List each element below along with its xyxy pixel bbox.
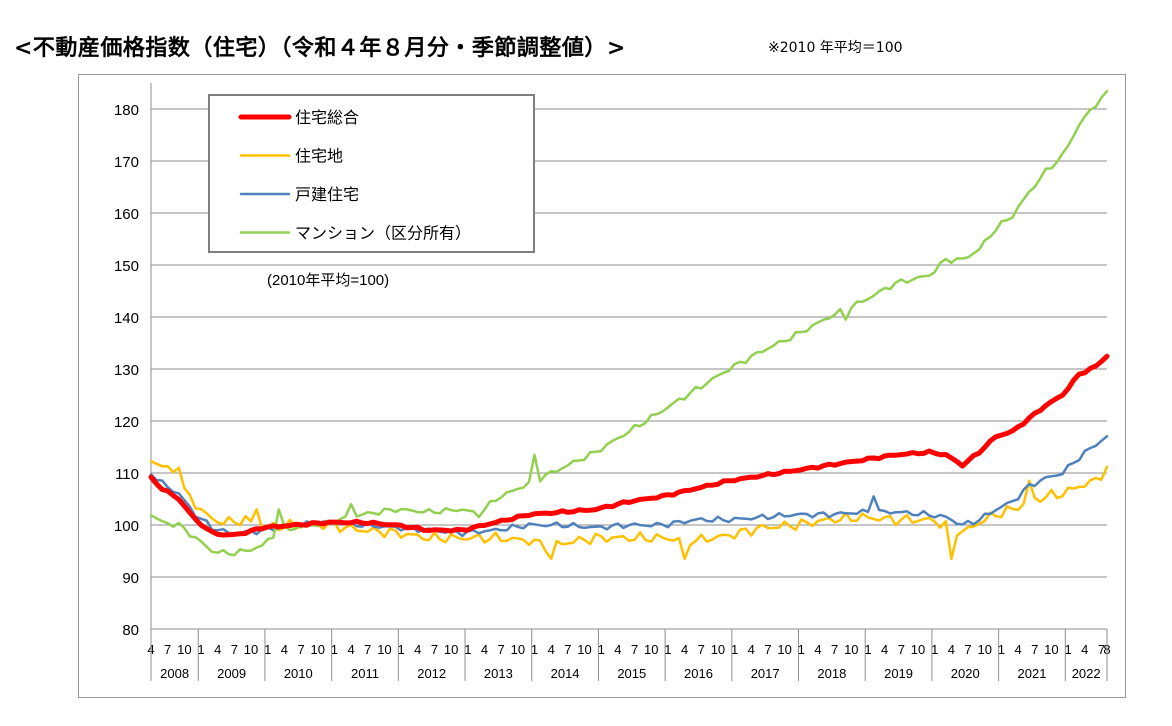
month-tick-label: 10 bbox=[311, 642, 325, 657]
month-tick-label: 10 bbox=[177, 642, 191, 657]
y-tick-label-90: 90 bbox=[122, 570, 139, 587]
y-tick-label-130: 130 bbox=[114, 362, 139, 379]
year-label-2022: 2022 bbox=[1072, 666, 1101, 681]
month-tick-label: 7 bbox=[498, 642, 505, 657]
month-tick-label: 4 bbox=[814, 642, 821, 657]
month-tick-label: 4 bbox=[414, 642, 421, 657]
month-tick-label: 10 bbox=[711, 642, 725, 657]
month-tick-label: 7 bbox=[364, 642, 371, 657]
month-tick-label: 1 bbox=[598, 642, 605, 657]
year-label-2010: 2010 bbox=[284, 666, 313, 681]
month-tick-label: 7 bbox=[831, 642, 838, 657]
month-tick-label: 1 bbox=[731, 642, 738, 657]
month-tick-label: 4 bbox=[1014, 642, 1021, 657]
month-tick-label: 7 bbox=[631, 642, 638, 657]
month-tick-label: 7 bbox=[564, 642, 571, 657]
legend-label-0: 住宅総合 bbox=[295, 109, 359, 127]
month-tick-label: 10 bbox=[1044, 642, 1058, 657]
legend-label-2: 戸建住宅 bbox=[295, 186, 359, 204]
y-tick-label-80: 80 bbox=[122, 622, 139, 639]
y-tick-label-180: 180 bbox=[114, 102, 139, 119]
month-tick-label: 10 bbox=[844, 642, 858, 657]
month-tick-label: 1 bbox=[197, 642, 204, 657]
month-tick-label: 1 bbox=[1064, 642, 1071, 657]
year-label-2020: 2020 bbox=[951, 666, 980, 681]
month-tick-label: 1 bbox=[464, 642, 471, 657]
month-tick-label: 7 bbox=[297, 642, 304, 657]
y-tick-label-170: 170 bbox=[114, 154, 139, 171]
y-tick-label-110: 110 bbox=[115, 466, 139, 483]
month-tick-label: 4 bbox=[481, 642, 488, 657]
month-tick-label: 4 bbox=[347, 642, 354, 657]
year-label-2011: 2011 bbox=[351, 666, 379, 681]
month-tick-label: 1 bbox=[264, 642, 271, 657]
month-tick-label: 10 bbox=[777, 642, 791, 657]
y-tick-label-150: 150 bbox=[114, 258, 139, 275]
year-label-2018: 2018 bbox=[817, 666, 846, 681]
month-tick-label: 1 bbox=[864, 642, 871, 657]
month-tick-label: 10 bbox=[911, 642, 925, 657]
month-tick-label: 4 bbox=[748, 642, 755, 657]
month-tick-label: 10 bbox=[244, 642, 258, 657]
month-tick-label: 4 bbox=[281, 642, 288, 657]
month-tick-label: 1 bbox=[331, 642, 338, 657]
month-tick-label: 7 bbox=[898, 642, 905, 657]
month-tick-label: 7 bbox=[764, 642, 771, 657]
y-tick-label-140: 140 bbox=[114, 310, 139, 327]
month-tick-label: 7 bbox=[431, 642, 438, 657]
y-tick-label-160: 160 bbox=[114, 206, 139, 223]
month-tick-label: 10 bbox=[377, 642, 391, 657]
month-tick-label: 10 bbox=[444, 642, 458, 657]
month-tick-label: 10 bbox=[977, 642, 991, 657]
y-tick-label-100: 100 bbox=[114, 518, 139, 535]
month-tick-label: 4 bbox=[214, 642, 221, 657]
month-tick-label: 7 bbox=[231, 642, 238, 657]
month-tick-label: 4 bbox=[614, 642, 621, 657]
year-label-2008: 2008 bbox=[160, 666, 189, 681]
base-year-note: ※2010 年平均＝100 bbox=[768, 40, 903, 56]
month-tick-label: 1 bbox=[798, 642, 805, 657]
year-label-2015: 2015 bbox=[617, 666, 646, 681]
month-tick-label: 4 bbox=[948, 642, 955, 657]
year-label-2019: 2019 bbox=[884, 666, 913, 681]
series-line-1 bbox=[149, 460, 1109, 561]
month-tick-label: 1 bbox=[931, 642, 938, 657]
series-line-0 bbox=[148, 353, 1110, 538]
year-label-2021: 2021 bbox=[1018, 666, 1047, 681]
year-label-2014: 2014 bbox=[551, 666, 580, 681]
year-label-2009: 2009 bbox=[217, 666, 246, 681]
page-title: <不動産価格指数（住宅）（令和４年８月分・季節調整値）> bbox=[14, 36, 626, 61]
month-tick-label: 7 bbox=[964, 642, 971, 657]
month-tick-label: 10 bbox=[644, 642, 658, 657]
legend-label-3: マンション（区分所有） bbox=[295, 225, 471, 243]
legend-box bbox=[208, 94, 535, 253]
month-tick-label: 7 bbox=[1031, 642, 1038, 657]
month-tick-label: 10 bbox=[511, 642, 525, 657]
month-tick-label: 1 bbox=[998, 642, 1005, 657]
year-label-2012: 2012 bbox=[417, 666, 446, 681]
month-tick-label: 7 bbox=[164, 642, 171, 657]
month-tick-label: 7 bbox=[1098, 642, 1105, 657]
month-tick-label: 4 bbox=[548, 642, 555, 657]
month-tick-label: 1 bbox=[664, 642, 671, 657]
line-chart: 8090100110120130140150160170180471014710… bbox=[114, 83, 1111, 681]
month-tick-label: 1 bbox=[531, 642, 538, 657]
month-tick-label: 4 bbox=[1081, 642, 1088, 657]
month-tick-label: 1 bbox=[397, 642, 404, 657]
year-label-2017: 2017 bbox=[751, 666, 780, 681]
month-tick-label: 4 bbox=[681, 642, 688, 657]
month-tick-label: 4 bbox=[881, 642, 888, 657]
y-tick-label-120: 120 bbox=[114, 414, 139, 431]
month-tick-label: 7 bbox=[698, 642, 705, 657]
month-tick-label: 10 bbox=[577, 642, 591, 657]
base-note-annotation: (2010年平均=100) bbox=[267, 272, 389, 289]
series-line-2 bbox=[149, 435, 1109, 538]
year-label-2013: 2013 bbox=[484, 666, 513, 681]
legend-label-1: 住宅地 bbox=[295, 148, 343, 166]
year-label-2016: 2016 bbox=[684, 666, 713, 681]
chart-frame: 8090100110120130140150160170180471014710… bbox=[78, 74, 1126, 698]
